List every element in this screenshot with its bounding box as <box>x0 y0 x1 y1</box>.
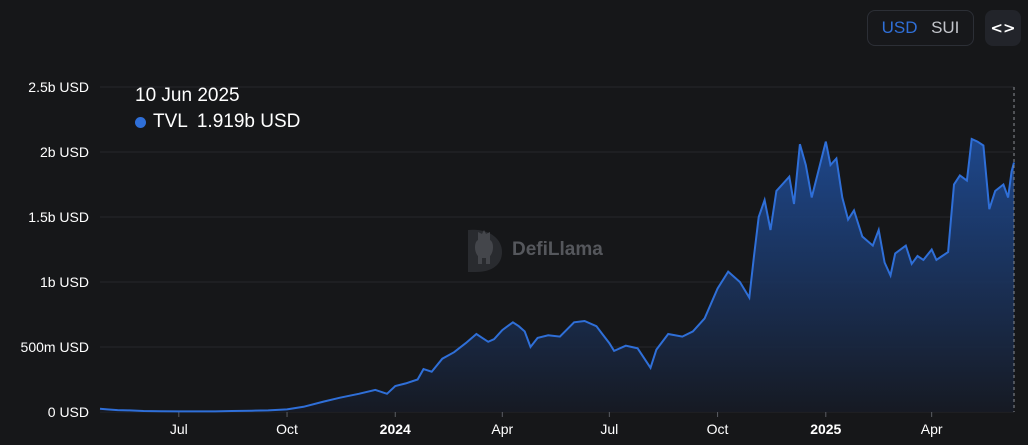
tooltip-row: TVL 1.919b USD <box>135 111 300 133</box>
y-axis: 0 USD 500m USD 1b USD 1.5b USD 2b USD 2.5b US… <box>21 79 89 420</box>
tooltip-date: 10 Jun 2025 <box>135 85 240 106</box>
currency-option-usd[interactable]: USD <box>881 18 918 37</box>
y-tick-label: 2b USD <box>40 144 89 160</box>
tvl-area <box>100 139 1014 412</box>
tvl-line <box>99 137 1015 413</box>
y-tick-label: 2.5b USD <box>28 79 89 95</box>
x-tick-label: Oct <box>707 421 729 437</box>
x-tick-label: Jul <box>170 421 188 437</box>
currency-toggle: USD SUI <box>867 10 974 46</box>
x-axis: Jul Oct 2024 Apr Jul Oct 2025 Apr <box>170 412 943 437</box>
x-tick-label: Jul <box>600 421 618 437</box>
x-tick-label: Oct <box>276 421 298 437</box>
defillama-watermark: DefiLlama <box>462 226 603 274</box>
x-tick-label: 2024 <box>380 421 411 437</box>
embed-code-button[interactable]: <> <box>985 10 1021 46</box>
llama-logo-icon <box>468 229 502 272</box>
currency-option-sui[interactable]: SUI <box>931 18 960 37</box>
x-tick-label: Apr <box>921 421 943 437</box>
code-brackets-icon: <> <box>990 19 1016 37</box>
y-tick-label: 1b USD <box>40 274 89 290</box>
y-tick-label: 1.5b USD <box>28 209 89 225</box>
y-tick-label: 0 USD <box>48 404 89 420</box>
y-tick-label: 500m USD <box>21 339 89 355</box>
tooltip-value: 1.919b USD <box>196 111 301 132</box>
tooltip-series-name: TVL <box>153 111 188 132</box>
x-tick-label: 2025 <box>810 421 841 437</box>
watermark-text: DefiLlama <box>512 239 603 260</box>
series-dot-icon <box>135 116 146 128</box>
x-tick-label: Apr <box>491 421 513 437</box>
